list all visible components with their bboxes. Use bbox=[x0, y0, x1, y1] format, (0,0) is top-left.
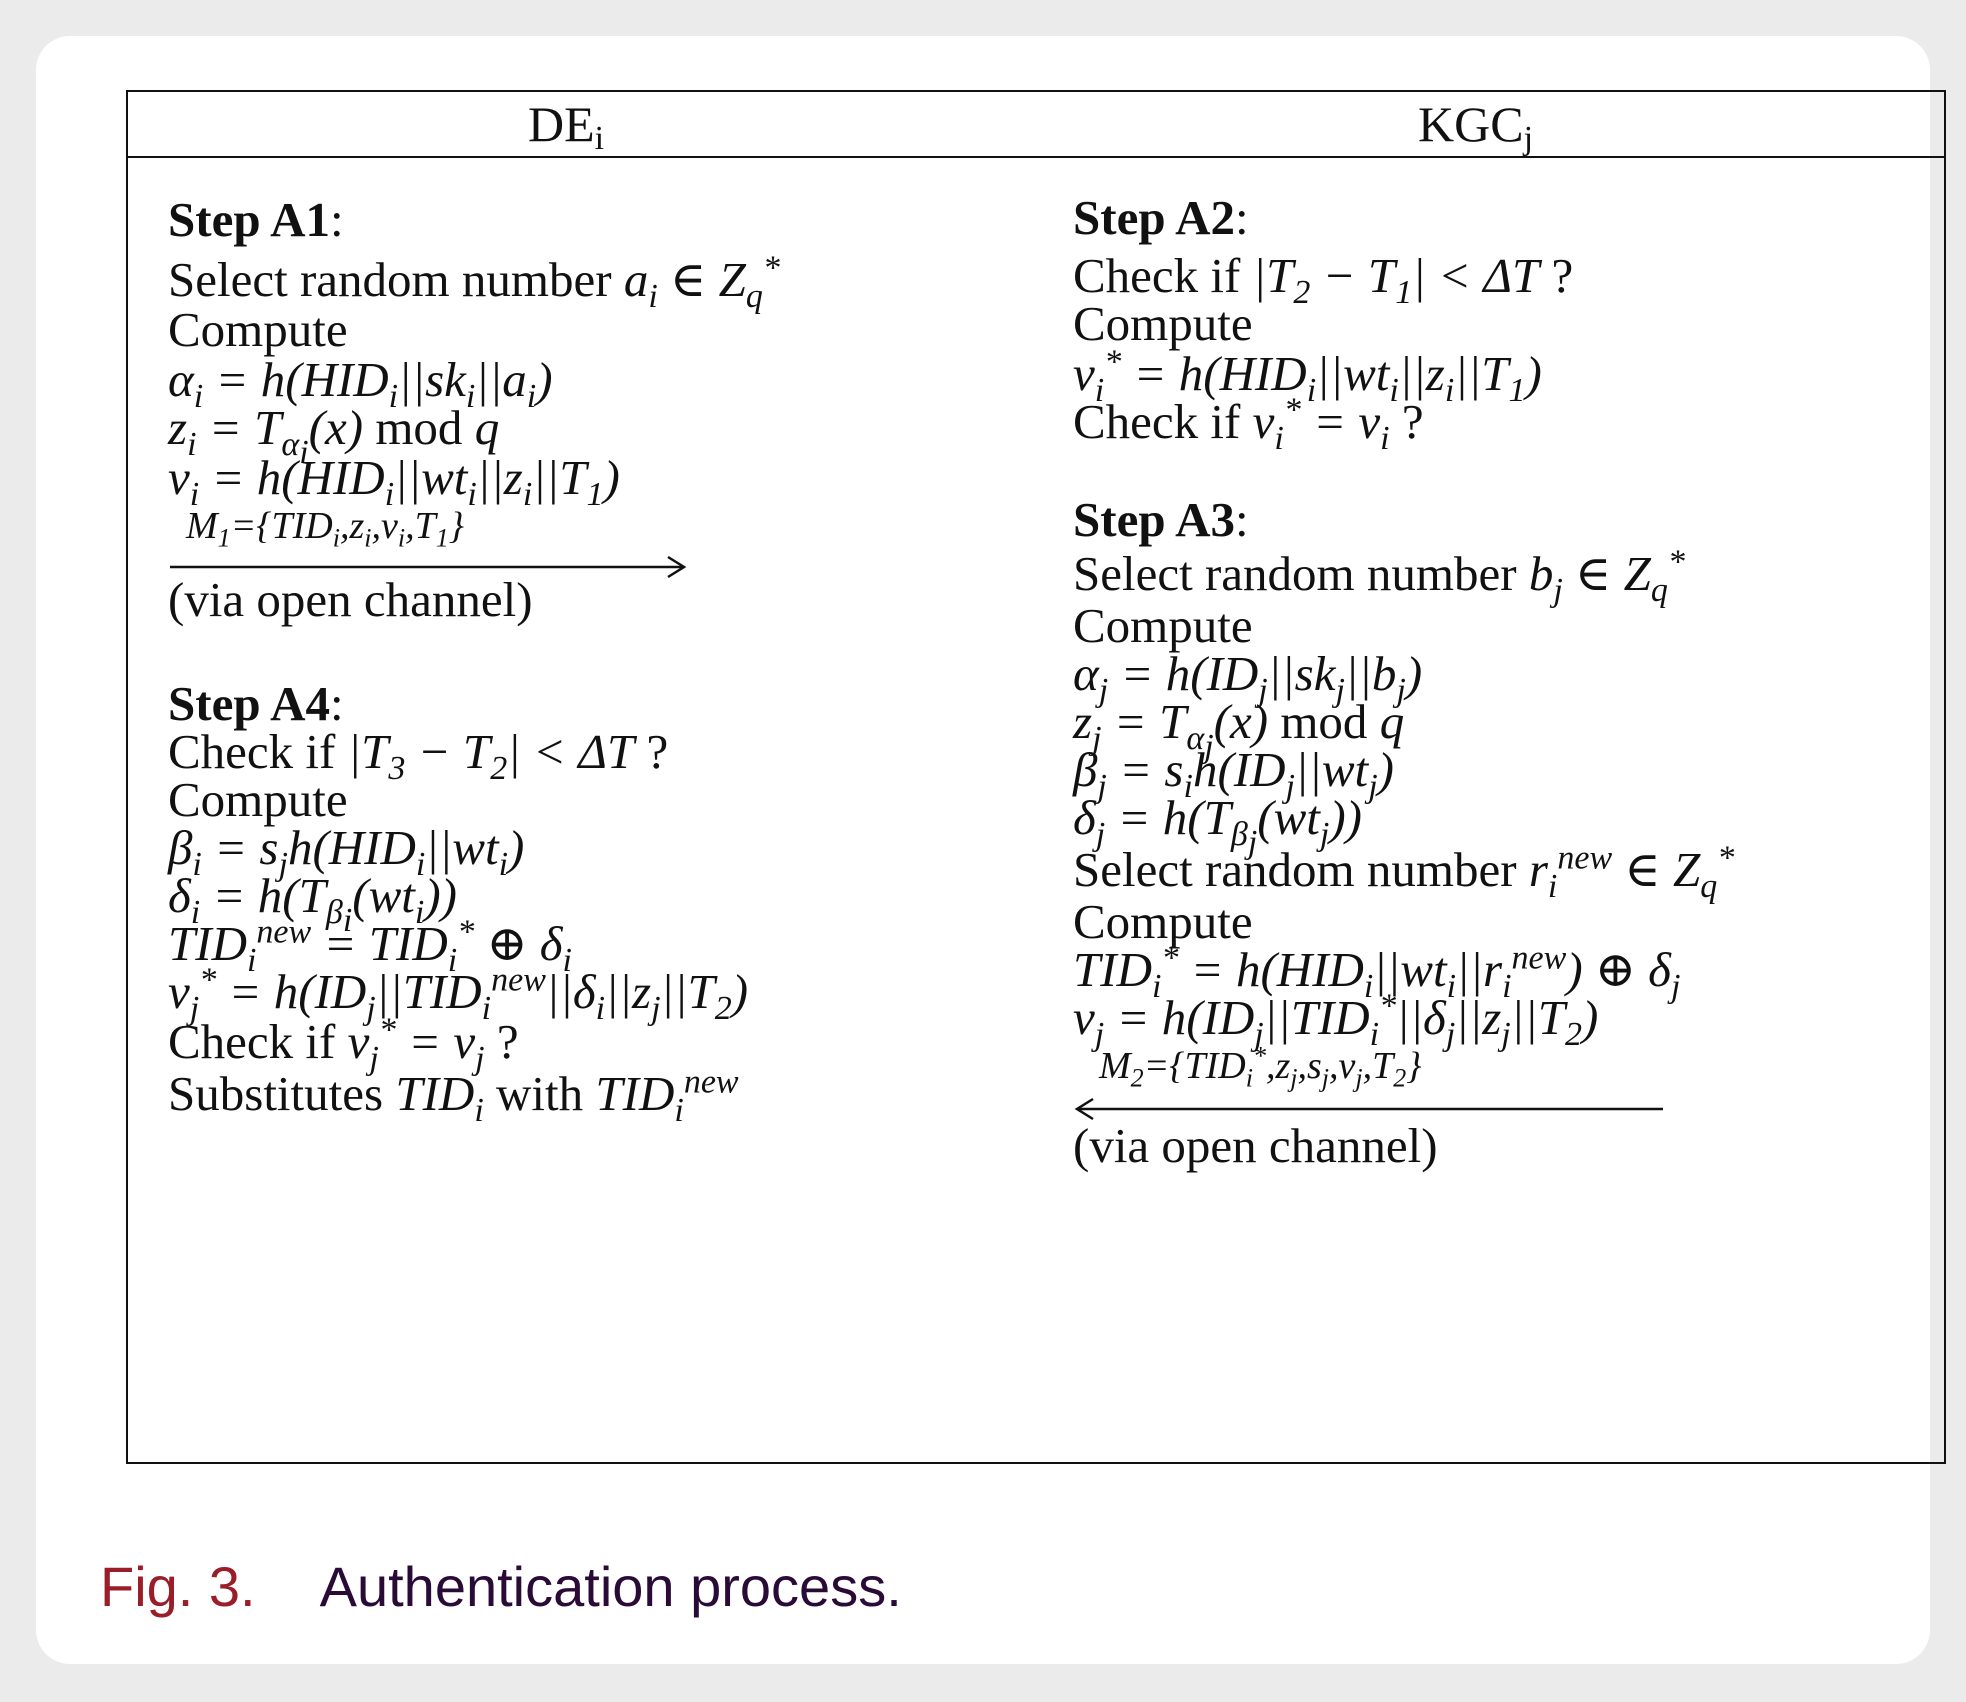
caption-text: Authentication process. bbox=[319, 1555, 902, 1618]
a2-check-time: Check if |T2 − T1| < ΔT ? bbox=[1073, 248, 1574, 311]
a4-check-time: Check if |T3 − T2| < ΔT ? bbox=[168, 724, 669, 787]
a1-select-random: Select random number ai ∈ Zq* bbox=[168, 249, 780, 315]
figure-card: DEi KGCj Step A1: Select random number a… bbox=[36, 36, 1946, 1664]
party-kgc-header: KGCj bbox=[1418, 96, 1534, 157]
step-a2-heading: Step A2: bbox=[1073, 190, 1249, 245]
a4-beta-eq: βi = sjh(HIDi||wti) bbox=[168, 820, 525, 883]
a4-compute: Compute bbox=[168, 772, 348, 827]
a3-compute-2: Compute bbox=[1073, 894, 1253, 949]
a3-select-random-b: Select random number bj ∈ Zq* bbox=[1073, 543, 1685, 609]
message-m1-label: M1={TIDi,zi,vi,T1} bbox=[186, 505, 464, 553]
message-m1-arrow bbox=[170, 555, 687, 579]
party-header: DEi KGCj bbox=[128, 92, 1944, 158]
a4-substitute: Substitutes TIDi with TIDinew bbox=[168, 1063, 739, 1129]
message-m2-arrow bbox=[1074, 1097, 1663, 1121]
a1-via-channel: (via open channel) bbox=[168, 572, 533, 627]
a4-tid-new-eq: TIDinew = TIDi* ⊕ δi bbox=[168, 913, 572, 979]
a1-alpha-eq: αi = h(HIDi||ski||ai) bbox=[168, 352, 553, 415]
a2-check-v: Check if vi* = vi ? bbox=[1073, 391, 1424, 457]
message-m2-label: M2={TIDi*,zj,sj,vj,T2} bbox=[1099, 1041, 1422, 1093]
a3-via-channel: (via open channel) bbox=[1073, 1118, 1438, 1173]
a3-delta-eq: δj = h(Tβj(wtj)) bbox=[1073, 790, 1362, 861]
a2-compute: Compute bbox=[1073, 296, 1253, 351]
a3-select-random-r: Select random number rinew ∈ Zq* bbox=[1073, 839, 1735, 905]
a4-delta-eq: δi = h(Tβi(wti)) bbox=[168, 868, 457, 939]
a3-alpha-eq: αj = h(IDj||skj||bj) bbox=[1073, 646, 1423, 709]
a1-compute: Compute bbox=[168, 302, 348, 357]
a1-v-eq: vi = h(HIDi||wti||zi||T1) bbox=[168, 450, 620, 513]
a1-z-eq: zi = Tαi(x) mod q bbox=[168, 400, 500, 471]
a3-beta-eq: βj = sih(IDj||wtj) bbox=[1073, 742, 1394, 805]
figure-caption: Fig. 3. Authentication process. bbox=[100, 1554, 902, 1619]
party-de-header: DEi bbox=[528, 96, 605, 157]
a3-z-eq: zj = Tαj(x) mod q bbox=[1073, 694, 1405, 765]
a4-vj-star-eq: vj* = h(IDj||TIDinew||δi||zj||T2) bbox=[168, 961, 749, 1027]
protocol-frame: DEi KGCj Step A1: Select random number a… bbox=[126, 90, 1946, 1464]
step-a3-heading: Step A3: bbox=[1073, 492, 1249, 547]
step-a1-heading: Step A1: bbox=[168, 192, 344, 247]
a4-check-v: Check if vj* = vj ? bbox=[168, 1011, 519, 1077]
a3-tid-star-eq: TIDi* = h(HIDi||wti||rinew) ⊕ δj bbox=[1073, 939, 1681, 1005]
a2-v-star-eq: vi* = h(HIDi||wti||zi||T1) bbox=[1073, 343, 1542, 409]
a3-compute-1: Compute bbox=[1073, 598, 1253, 653]
step-a4-heading: Step A4: bbox=[168, 676, 344, 731]
caption-label: Fig. 3. bbox=[100, 1555, 256, 1618]
a3-vj-eq: vj = h(IDj||TIDi*||δj||zj||T2) bbox=[1073, 987, 1599, 1053]
